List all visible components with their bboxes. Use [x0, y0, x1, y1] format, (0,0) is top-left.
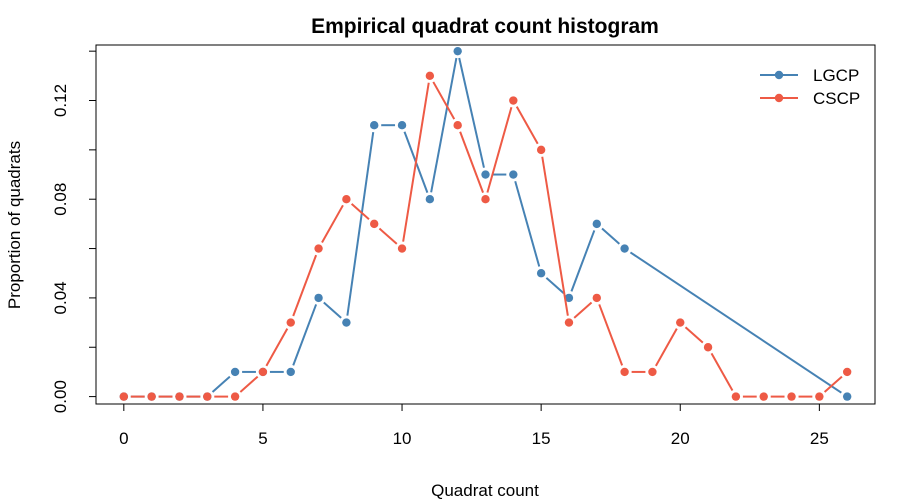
chart-title: Empirical quadrat count histogram	[311, 15, 659, 38]
data-point-lgcp	[620, 244, 629, 253]
series-lgcp	[119, 46, 852, 401]
series-line-cscp	[573, 301, 593, 319]
data-point-lgcp	[842, 392, 852, 401]
data-point-cscp	[842, 367, 852, 377]
y-tick-label: 0.04	[51, 281, 70, 314]
data-point-lgcp	[230, 367, 240, 377]
data-point-lgcp	[453, 46, 462, 56]
y-tick-label: 0.08	[51, 183, 70, 216]
data-point-cscp	[147, 392, 156, 401]
series-layer	[119, 46, 852, 401]
series-line-cscp	[459, 131, 484, 194]
series-line-cscp	[515, 106, 539, 145]
data-point-cscp	[731, 392, 741, 401]
legend-swatch-marker	[774, 70, 784, 80]
x-tick-label: 25	[810, 429, 829, 448]
data-point-lgcp	[592, 219, 601, 229]
series-line-lgcp	[430, 57, 458, 193]
series-line-lgcp	[514, 181, 541, 267]
y-tick-label: 0.12	[51, 84, 70, 117]
legend-item-cscp: CSCP	[760, 89, 860, 108]
data-point-cscp	[759, 392, 768, 401]
data-point-cscp	[592, 293, 601, 303]
series-line-cscp	[402, 82, 430, 242]
data-point-lgcp	[342, 318, 351, 327]
y-axis: 0.00 0.04 0.08 0.12	[51, 50, 97, 413]
data-point-lgcp	[509, 170, 518, 179]
data-point-lgcp	[564, 293, 574, 303]
data-point-cscp	[370, 219, 379, 229]
legend: LGCP CSCP	[760, 66, 860, 108]
data-point-lgcp	[314, 293, 323, 303]
x-axis: 0 5 10 15 20 25	[119, 403, 829, 448]
series-line-cscp	[823, 375, 843, 393]
data-point-cscp	[676, 318, 685, 327]
series-line-cscp	[541, 156, 569, 316]
data-point-cscp	[815, 392, 824, 401]
data-point-cscp	[703, 343, 713, 352]
series-line-lgcp	[211, 375, 231, 393]
legend-swatch-marker	[774, 93, 784, 103]
series-line-lgcp	[545, 277, 565, 295]
data-point-cscp	[258, 367, 268, 377]
data-point-cscp	[397, 244, 407, 253]
series-line-cscp	[432, 81, 456, 120]
data-point-lgcp	[536, 269, 546, 278]
series-line-cscp	[598, 304, 624, 366]
data-point-lgcp	[370, 120, 379, 130]
data-point-cscp	[342, 195, 351, 204]
data-point-cscp	[509, 96, 518, 105]
x-tick-label: 15	[532, 429, 551, 448]
series-cscp	[119, 71, 852, 401]
series-line-lgcp	[458, 57, 485, 168]
legend-label: LGCP	[813, 66, 859, 85]
legend-item-lgcp: LGCP	[760, 66, 859, 85]
series-line-cscp	[684, 326, 704, 344]
x-tick-label: 20	[671, 429, 690, 448]
y-axis-label: Proportion of quadrats	[5, 141, 24, 309]
series-line-lgcp	[570, 230, 596, 292]
series-line-lgcp	[601, 227, 621, 245]
data-point-cscp	[175, 392, 184, 401]
data-point-cscp	[648, 367, 657, 377]
data-point-cscp	[620, 367, 629, 377]
series-line-cscp	[378, 227, 398, 245]
series-line-cscp	[710, 352, 734, 391]
y-tick-label: 0.00	[51, 380, 70, 413]
data-point-lgcp	[481, 170, 490, 179]
x-tick-label: 0	[119, 429, 128, 448]
series-line-cscp	[486, 106, 513, 193]
series-line-lgcp	[346, 131, 375, 316]
data-point-cscp	[787, 392, 796, 401]
data-point-cscp	[230, 392, 240, 401]
series-line-cscp	[350, 203, 370, 220]
data-point-lgcp	[397, 120, 407, 130]
data-point-cscp	[425, 71, 435, 81]
series-line-cscp	[292, 254, 318, 317]
series-line-lgcp	[292, 304, 318, 366]
data-point-cscp	[536, 145, 546, 155]
data-point-cscp	[286, 318, 295, 327]
data-point-cscp	[481, 195, 490, 204]
data-point-cscp	[119, 392, 129, 401]
data-point-cscp	[564, 318, 574, 327]
series-line-cscp	[239, 375, 259, 393]
series-line-cscp	[321, 204, 344, 243]
series-line-lgcp	[629, 251, 842, 394]
legend-label: CSCP	[813, 89, 860, 108]
data-point-lgcp	[425, 195, 435, 204]
x-tick-label: 10	[393, 429, 412, 448]
data-point-cscp	[453, 120, 462, 130]
data-point-cscp	[314, 244, 323, 253]
series-line-lgcp	[323, 301, 342, 319]
series-line-cscp	[654, 328, 678, 367]
data-point-lgcp	[286, 367, 295, 377]
data-point-cscp	[203, 392, 212, 401]
x-tick-label: 5	[258, 429, 267, 448]
series-line-cscp	[265, 328, 289, 367]
plot-frame	[95, 44, 876, 405]
x-axis-label: Quadrat count	[431, 481, 539, 500]
